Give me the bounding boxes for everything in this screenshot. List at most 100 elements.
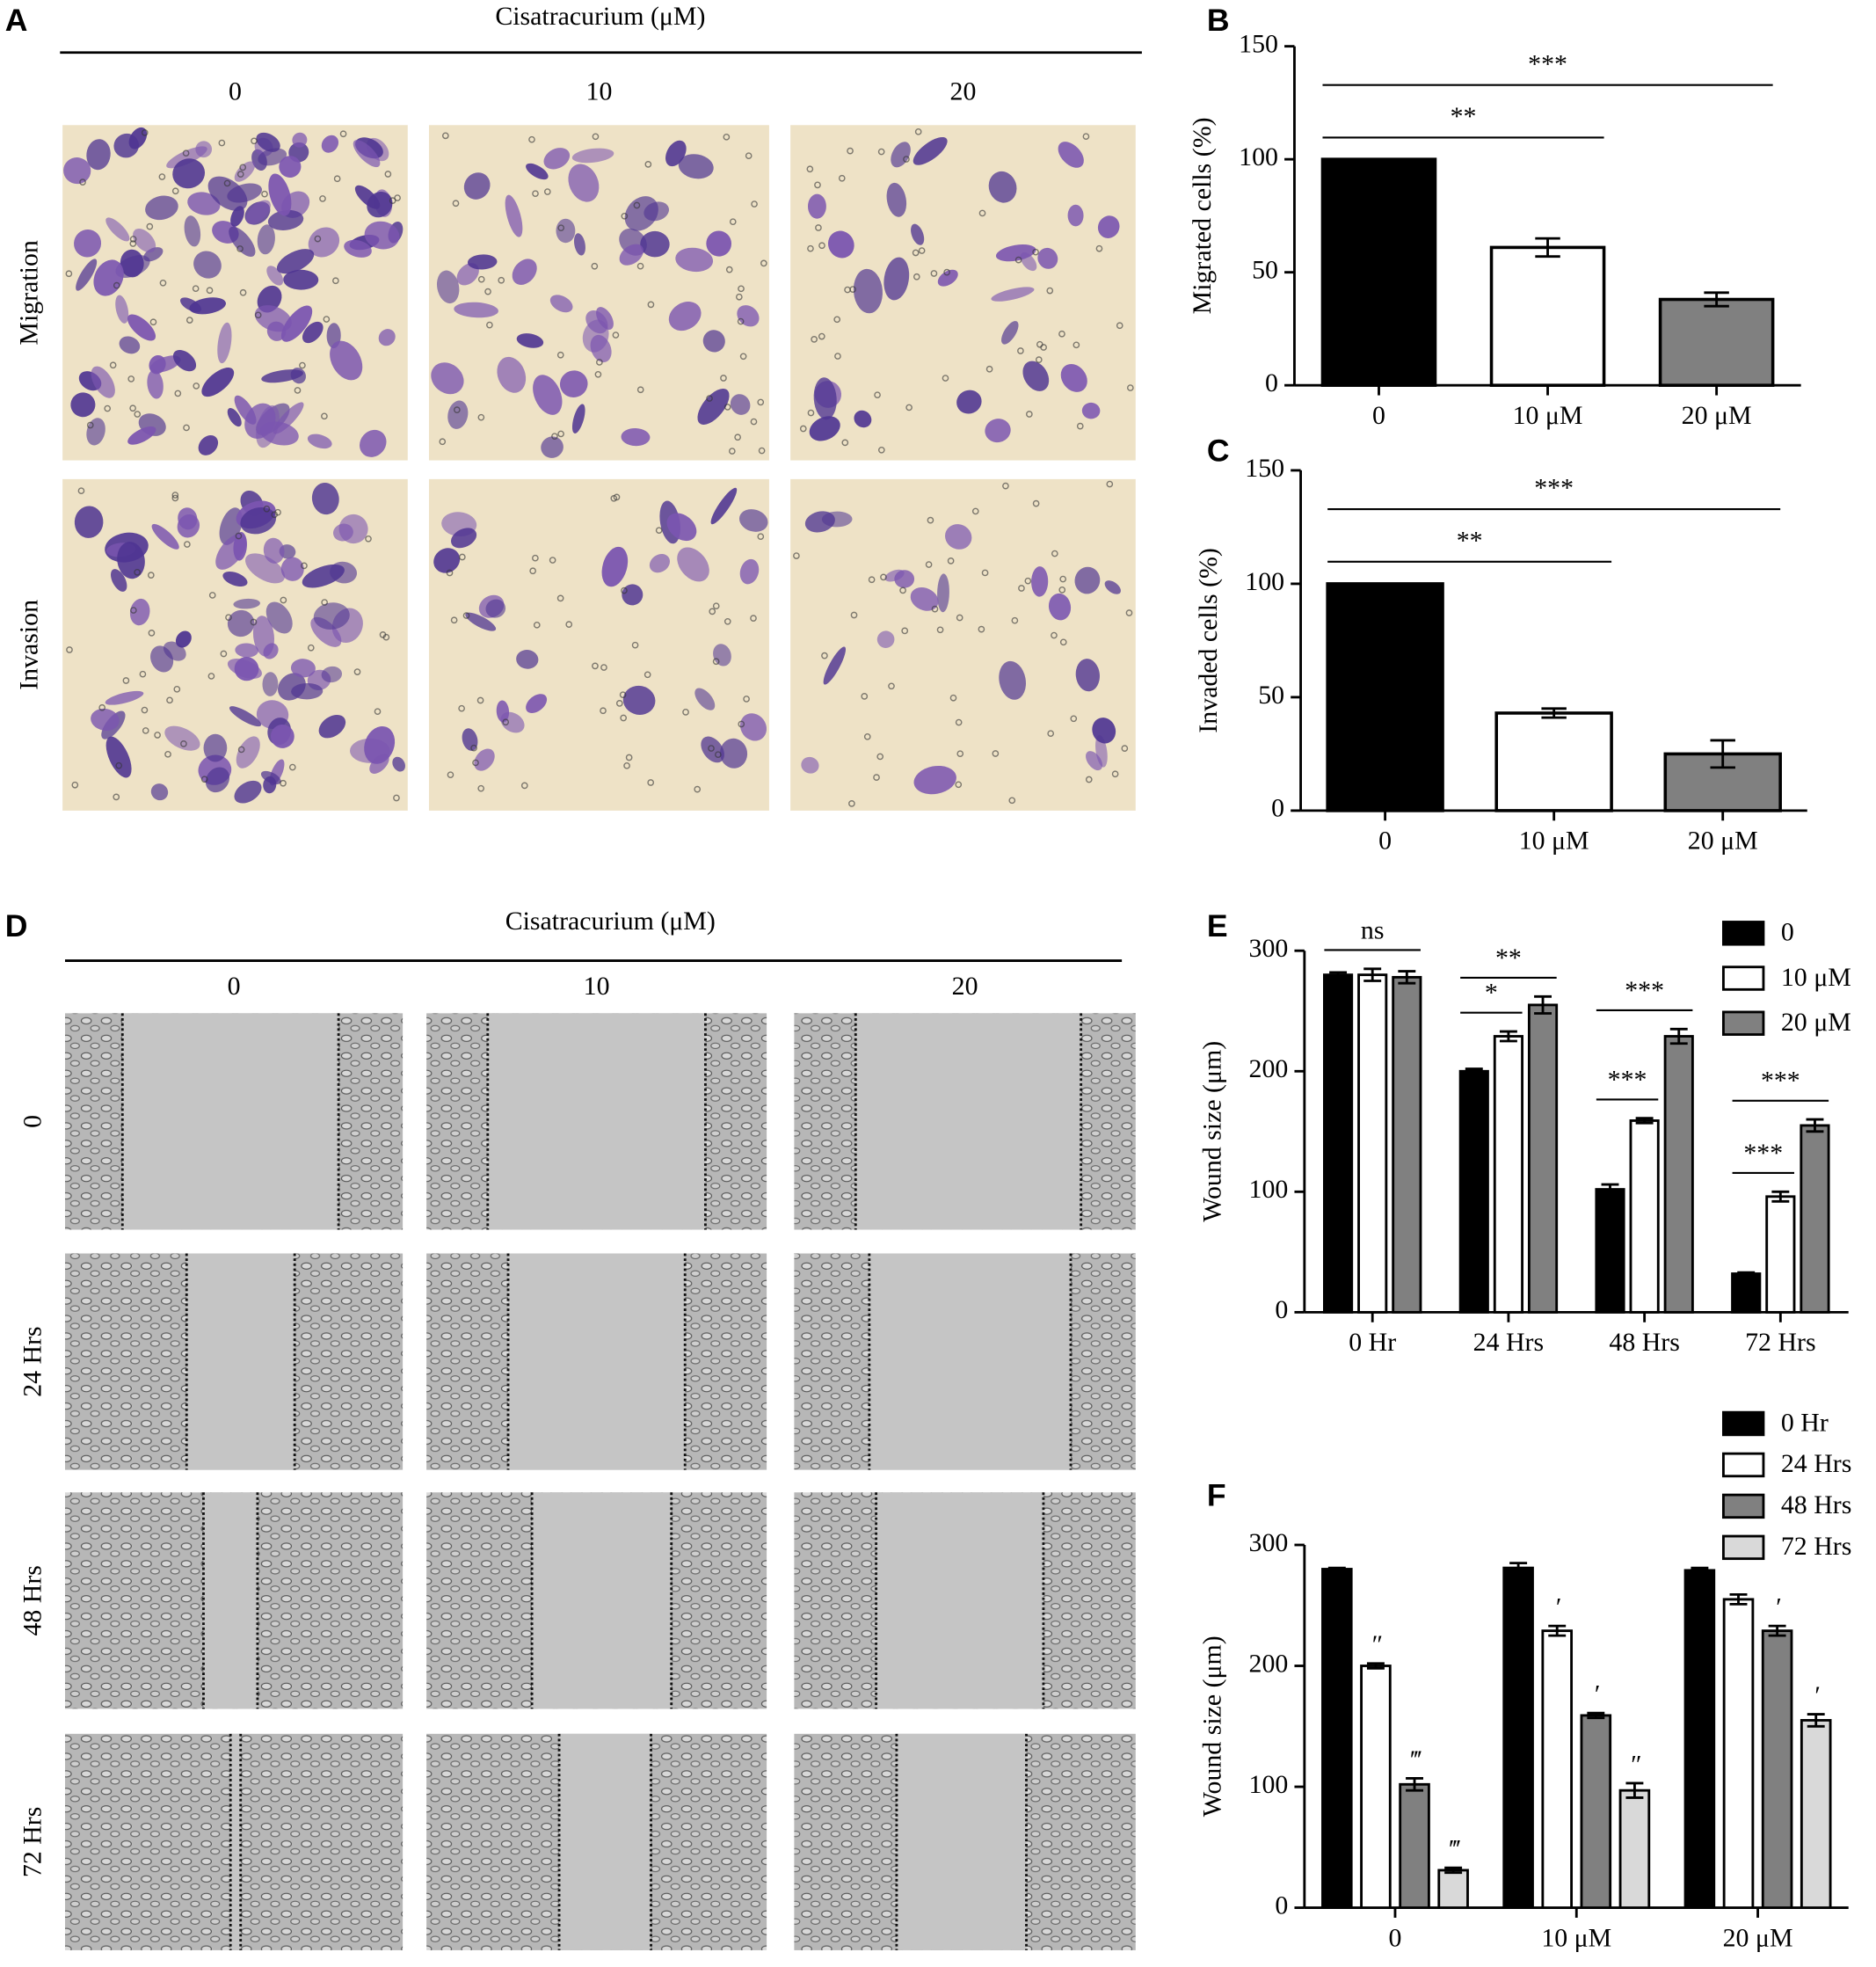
error-bar (1669, 1027, 1688, 1045)
pore (706, 395, 713, 402)
stained-cell (227, 183, 263, 203)
stained-cell (290, 659, 316, 678)
stained-cell (640, 230, 670, 258)
pore (218, 139, 226, 147)
pore (470, 744, 477, 752)
stained-cell (474, 748, 495, 771)
pore (793, 552, 800, 559)
pore (811, 336, 818, 343)
pore (237, 746, 245, 754)
stained-cell (1092, 718, 1116, 744)
stained-cell (280, 557, 304, 581)
pore (551, 433, 558, 441)
stained-cell (1097, 215, 1120, 238)
pore (739, 353, 747, 361)
stained-cell (257, 224, 275, 255)
pore (877, 148, 885, 156)
pore (815, 224, 822, 231)
significance-mark: ″ (1371, 1630, 1382, 1659)
stained-cell (245, 553, 286, 584)
error-bar (1327, 1566, 1346, 1572)
pore (502, 718, 510, 726)
pore (208, 592, 216, 599)
bar (1541, 1629, 1574, 1909)
stained-cell (1037, 247, 1058, 269)
pore (439, 438, 447, 446)
pore (913, 273, 920, 280)
stained-cell (129, 598, 150, 626)
stained-cell (853, 268, 883, 314)
pore (834, 353, 841, 360)
pore (113, 281, 120, 289)
y-tick-label: 100 (1245, 567, 1284, 596)
legend-label: 0 (1781, 918, 1794, 947)
stained-cell (1020, 252, 1037, 272)
pore (873, 774, 880, 781)
pore (636, 262, 644, 270)
pore (549, 557, 556, 564)
pore (728, 448, 736, 455)
stained-cell (127, 314, 156, 341)
y-tick-label: 0 (1271, 794, 1284, 823)
stained-cell (267, 209, 304, 230)
pore (818, 332, 825, 340)
stained-cell (739, 713, 767, 741)
bar (1493, 1035, 1523, 1314)
pore (314, 235, 322, 243)
significance-label: * (1485, 979, 1498, 1008)
pore (738, 720, 745, 728)
pore (180, 740, 187, 747)
pore (947, 557, 955, 565)
stained-cell (644, 201, 669, 222)
stained-cell (266, 266, 284, 286)
pore (556, 351, 564, 359)
stained-cell (227, 609, 255, 637)
pore (528, 135, 535, 143)
pore (848, 800, 855, 807)
pore (251, 137, 258, 145)
pore (393, 794, 400, 802)
pore (1121, 745, 1129, 752)
stained-cell (110, 569, 127, 592)
bar (1765, 1195, 1796, 1314)
pore (868, 576, 876, 584)
stained-cell (236, 736, 260, 769)
pore (220, 650, 228, 658)
pore (71, 781, 79, 789)
stained-cell (245, 200, 271, 225)
pore (709, 608, 716, 616)
pore (301, 562, 308, 570)
bar (1663, 1035, 1694, 1314)
stained-cell (227, 659, 262, 679)
y-axis-label: Migrated cells (%) (1188, 117, 1217, 314)
pore (98, 703, 106, 711)
stained-cell (541, 436, 564, 458)
pore (450, 616, 458, 624)
stained-cell (308, 227, 340, 258)
pore (621, 212, 629, 220)
stained-cell (1060, 363, 1087, 392)
pore (644, 671, 651, 679)
pore (914, 127, 922, 135)
bar (1658, 297, 1775, 387)
x-tick-label: 0 Hr (1349, 1328, 1396, 1357)
stained-cell (621, 428, 651, 447)
stained-cell (240, 506, 277, 535)
stained-cell (891, 142, 911, 168)
y-tick-label: 300 (1249, 934, 1289, 963)
pore (134, 411, 142, 418)
pore (930, 270, 938, 277)
pore (288, 763, 296, 771)
significance-mark: ‴ (1448, 1835, 1460, 1864)
stained-cell (266, 321, 287, 341)
pore (1082, 133, 1090, 141)
pore (382, 633, 390, 641)
stained-cell (516, 333, 544, 348)
panel-label: D (5, 908, 28, 943)
stained-cell (76, 259, 98, 291)
pore (333, 175, 341, 183)
error-bar (1366, 1662, 1385, 1670)
pore (708, 745, 715, 752)
stained-cell (150, 783, 169, 801)
pore (486, 321, 493, 329)
